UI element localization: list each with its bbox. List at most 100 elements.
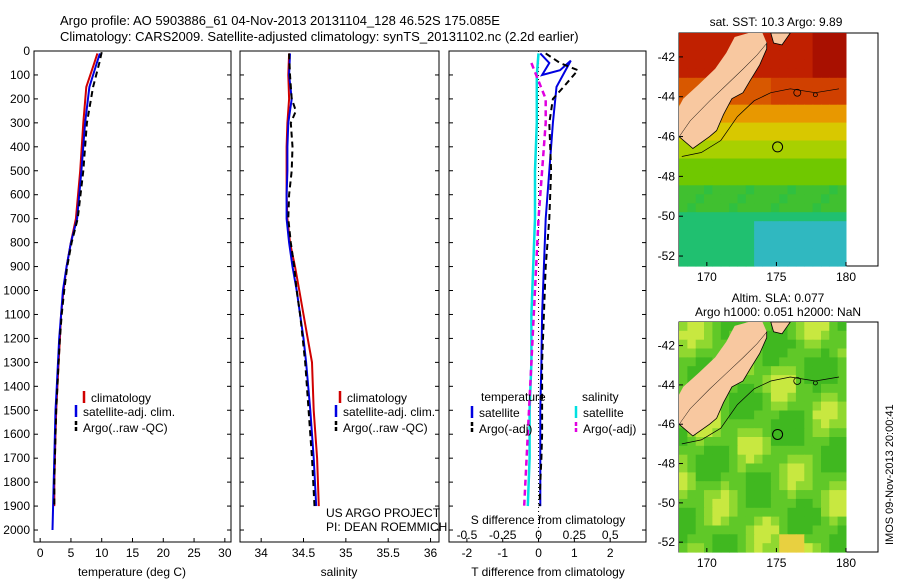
map-cell bbox=[754, 375, 763, 385]
y-tick-label: 900 bbox=[10, 260, 30, 274]
map-x-tick-label: 175 bbox=[766, 270, 786, 284]
map-cell bbox=[720, 203, 730, 213]
argo-position-marker bbox=[772, 141, 784, 153]
map-cell bbox=[704, 437, 713, 447]
map-cell bbox=[762, 194, 772, 204]
map-cell bbox=[795, 248, 805, 258]
map-cell bbox=[762, 257, 772, 267]
map-cell bbox=[754, 176, 763, 186]
map-cell bbox=[821, 330, 830, 341]
map-cell bbox=[770, 383, 780, 394]
map-cell bbox=[712, 472, 722, 482]
map-cell bbox=[729, 410, 738, 420]
map-cell bbox=[729, 401, 738, 411]
map-cell bbox=[821, 463, 830, 473]
chatham-rise-marker bbox=[793, 88, 802, 97]
south-island bbox=[678, 330, 768, 437]
map-cell bbox=[745, 194, 755, 204]
map-cell bbox=[837, 185, 847, 195]
map-cell bbox=[837, 176, 847, 186]
x-tick-label: 1 bbox=[571, 546, 578, 560]
map-cell bbox=[821, 257, 830, 267]
map-cell bbox=[720, 176, 730, 186]
map-cell bbox=[787, 248, 797, 258]
map-cell bbox=[829, 401, 839, 411]
map-cell bbox=[787, 68, 797, 79]
map-cell bbox=[754, 498, 763, 509]
map-cell bbox=[720, 221, 730, 231]
map-cell bbox=[804, 59, 814, 70]
map-cell bbox=[679, 330, 688, 341]
map-cell bbox=[745, 525, 755, 535]
map-cell bbox=[720, 33, 730, 43]
map-cell bbox=[704, 257, 713, 267]
map-cell bbox=[687, 33, 697, 43]
map-cell bbox=[779, 481, 789, 491]
x-tick-label-s: -0.25 bbox=[489, 528, 517, 542]
map-cell bbox=[712, 437, 722, 447]
map-cell bbox=[712, 33, 722, 43]
map-cell bbox=[720, 481, 730, 491]
map-cell bbox=[837, 454, 847, 465]
map-cell bbox=[821, 383, 830, 394]
map-cell bbox=[821, 516, 830, 526]
map-cell bbox=[754, 185, 763, 195]
map-cell bbox=[812, 77, 822, 88]
map-cell bbox=[812, 375, 822, 385]
map-cell bbox=[821, 428, 830, 438]
map-cell bbox=[704, 239, 713, 249]
map-cell bbox=[795, 140, 805, 151]
map-cell bbox=[795, 445, 805, 456]
map-cell bbox=[687, 445, 697, 456]
map-cell bbox=[837, 50, 847, 61]
map-cell bbox=[770, 437, 780, 447]
map-cell bbox=[821, 490, 830, 500]
map-cell bbox=[745, 77, 755, 88]
map-cell bbox=[754, 392, 763, 403]
map-cell bbox=[829, 33, 839, 43]
map-cell bbox=[770, 410, 780, 420]
map-cell bbox=[837, 419, 847, 429]
map-cell bbox=[729, 525, 738, 535]
map-cell bbox=[787, 257, 797, 267]
map-cell bbox=[712, 203, 722, 213]
map-y-tick-label: -42 bbox=[658, 50, 676, 64]
map-cell bbox=[821, 194, 830, 204]
map-cell bbox=[787, 86, 797, 97]
map-cell bbox=[837, 498, 847, 509]
map-cell bbox=[829, 248, 839, 258]
map-cell bbox=[770, 366, 780, 376]
map-cell bbox=[687, 185, 697, 195]
map-cell bbox=[679, 42, 688, 52]
map-cell bbox=[804, 203, 814, 213]
map-cell bbox=[812, 86, 822, 97]
map-cell bbox=[829, 167, 839, 177]
map-cell bbox=[829, 257, 839, 267]
x-tick-label: -1 bbox=[497, 546, 508, 560]
map-cell bbox=[787, 113, 797, 124]
map-cell bbox=[704, 357, 713, 367]
map-cell bbox=[745, 366, 755, 376]
map-cell bbox=[837, 95, 847, 106]
map-cell bbox=[804, 95, 814, 106]
map-cell bbox=[787, 104, 797, 115]
map-cell bbox=[787, 543, 797, 553]
map-cell bbox=[762, 50, 772, 61]
map-cell bbox=[804, 113, 814, 124]
map-cell bbox=[720, 401, 730, 411]
x-tick-label: 2 bbox=[607, 546, 614, 560]
sla-map-title-line2: Argo h1000: 0.051 h2000: NaN bbox=[695, 305, 861, 319]
map-cell bbox=[704, 339, 713, 350]
map-cell bbox=[795, 428, 805, 438]
map-cell bbox=[762, 77, 772, 88]
map-cell bbox=[704, 59, 713, 70]
land-fill bbox=[679, 33, 767, 137]
map-cell bbox=[745, 401, 755, 411]
map-cell bbox=[770, 185, 780, 195]
map-cell bbox=[754, 167, 763, 177]
map-cell bbox=[720, 257, 730, 267]
map-cell bbox=[837, 428, 847, 438]
map-cell bbox=[679, 221, 688, 231]
map-cell bbox=[795, 149, 805, 160]
map-cell bbox=[687, 239, 697, 249]
